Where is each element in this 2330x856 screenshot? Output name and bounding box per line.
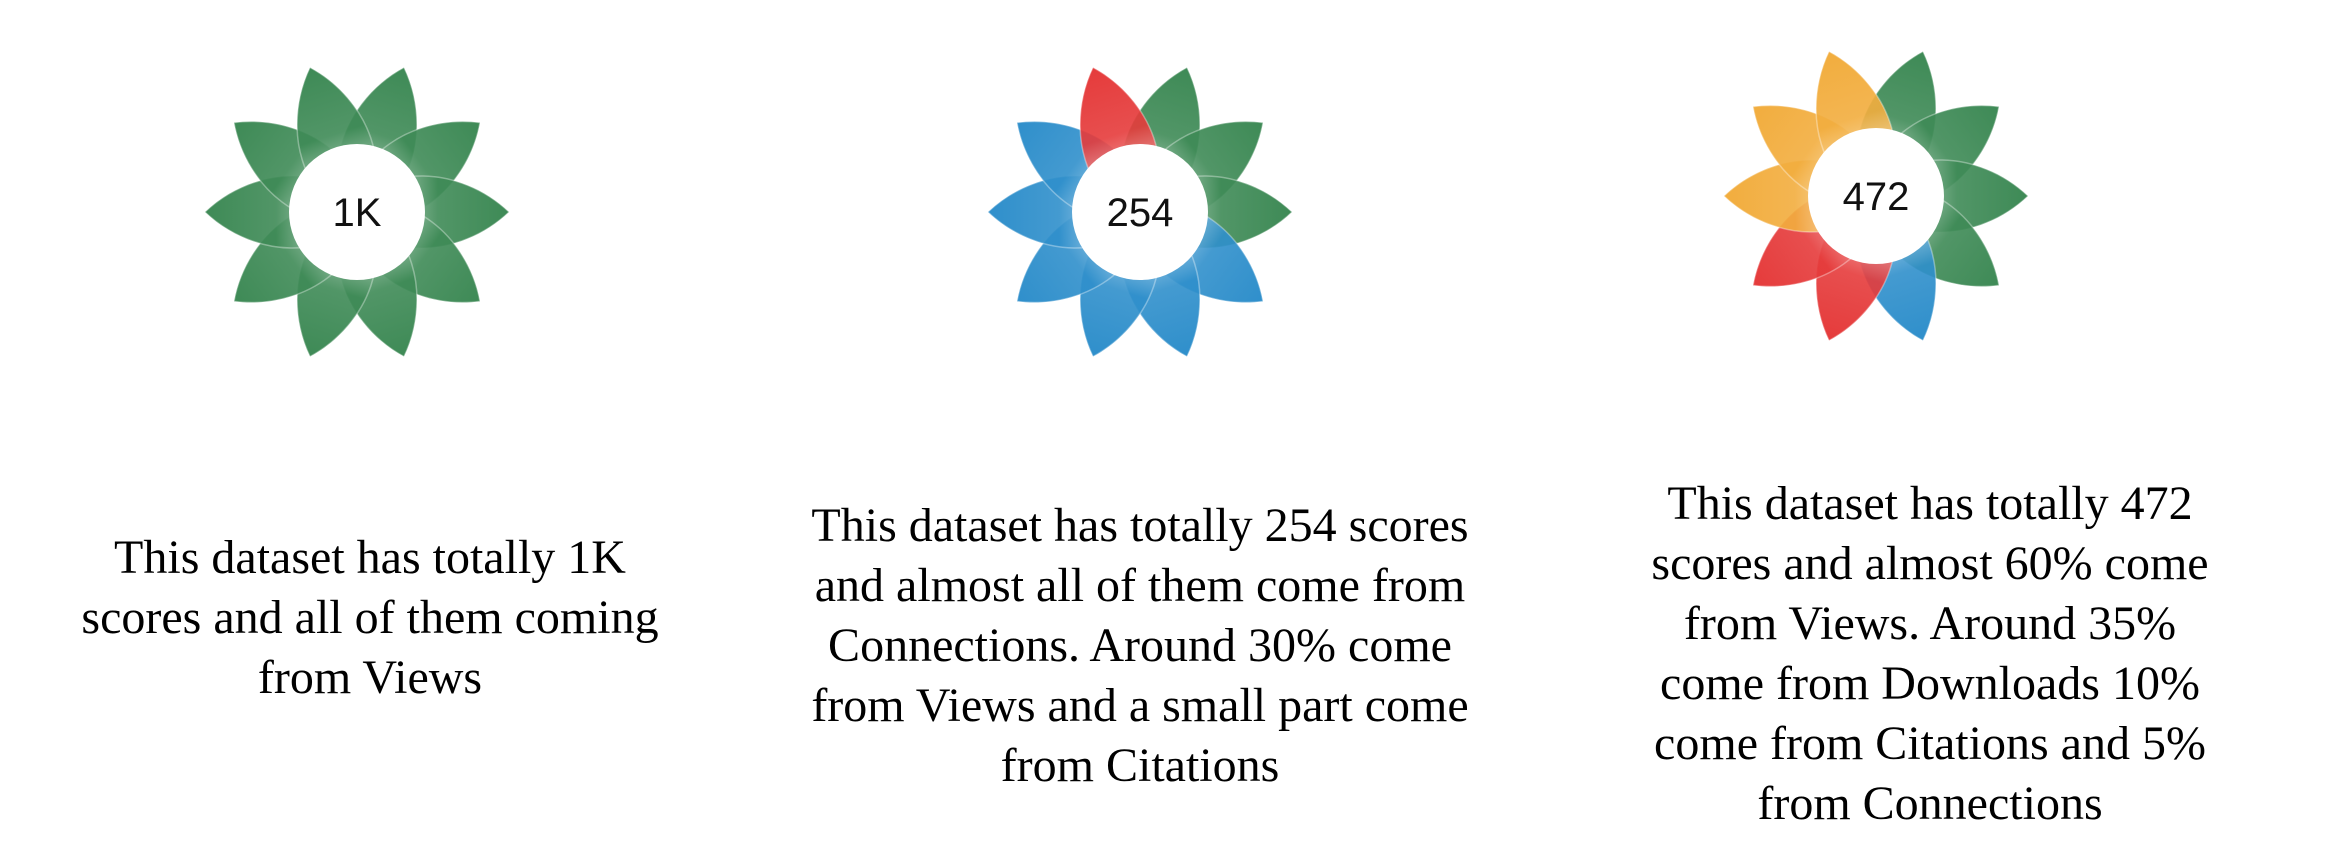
caption-line: This dataset has totally 472 — [1667, 477, 2193, 530]
score-flower-1: 1K — [177, 32, 537, 392]
score-flower-3: 472 — [1696, 16, 2056, 376]
score-value: 254 — [1107, 191, 1174, 235]
caption-line: This dataset has totally 1K — [114, 531, 626, 584]
caption-line: come from Citations and 5% — [1654, 717, 2206, 770]
flower-caption-2: This dataset has totally 254 scores and … — [760, 496, 1520, 796]
score-value: 1K — [333, 191, 382, 235]
caption-line: scores and all of them coming — [81, 591, 659, 644]
caption-line: from Citations — [1000, 739, 1280, 792]
caption-line: from Views and a small part come — [811, 679, 1469, 732]
flower-graphic-3: 472 — [1722, 50, 2030, 342]
caption-line: from Views. Around 35% — [1683, 597, 2177, 650]
caption-line: scores and almost 60% come — [1651, 537, 2209, 590]
flower-panel-3: 472 This dataset has totally 472 scores … — [1550, 0, 2310, 856]
flower-graphic-2: 254 — [986, 66, 1294, 358]
score-value: 472 — [1843, 175, 1910, 219]
flower-caption-1: This dataset has totally 1K scores and a… — [10, 528, 730, 708]
caption-line: This dataset has totally 254 scores — [811, 499, 1469, 552]
caption-line: from Views — [257, 651, 483, 704]
flower-graphic-1: 1K — [203, 66, 511, 358]
flower-panel-2: 254 This dataset has totally 254 scores … — [760, 0, 1520, 856]
caption-line: Connections. Around 30% come — [828, 619, 1452, 672]
score-circle — [289, 144, 425, 280]
caption-line: from Connections — [1757, 777, 2103, 830]
caption-line: come from Downloads 10% — [1660, 657, 2200, 710]
score-circle — [1808, 128, 1944, 264]
flower-caption-3: This dataset has totally 472 scores and … — [1550, 474, 2310, 834]
flower-panel-1: 1K This dataset has totally 1K scores an… — [0, 0, 740, 856]
score-circle — [1072, 144, 1208, 280]
caption-line: and almost all of them come from — [814, 559, 1466, 612]
score-flower-2: 254 — [960, 32, 1320, 392]
